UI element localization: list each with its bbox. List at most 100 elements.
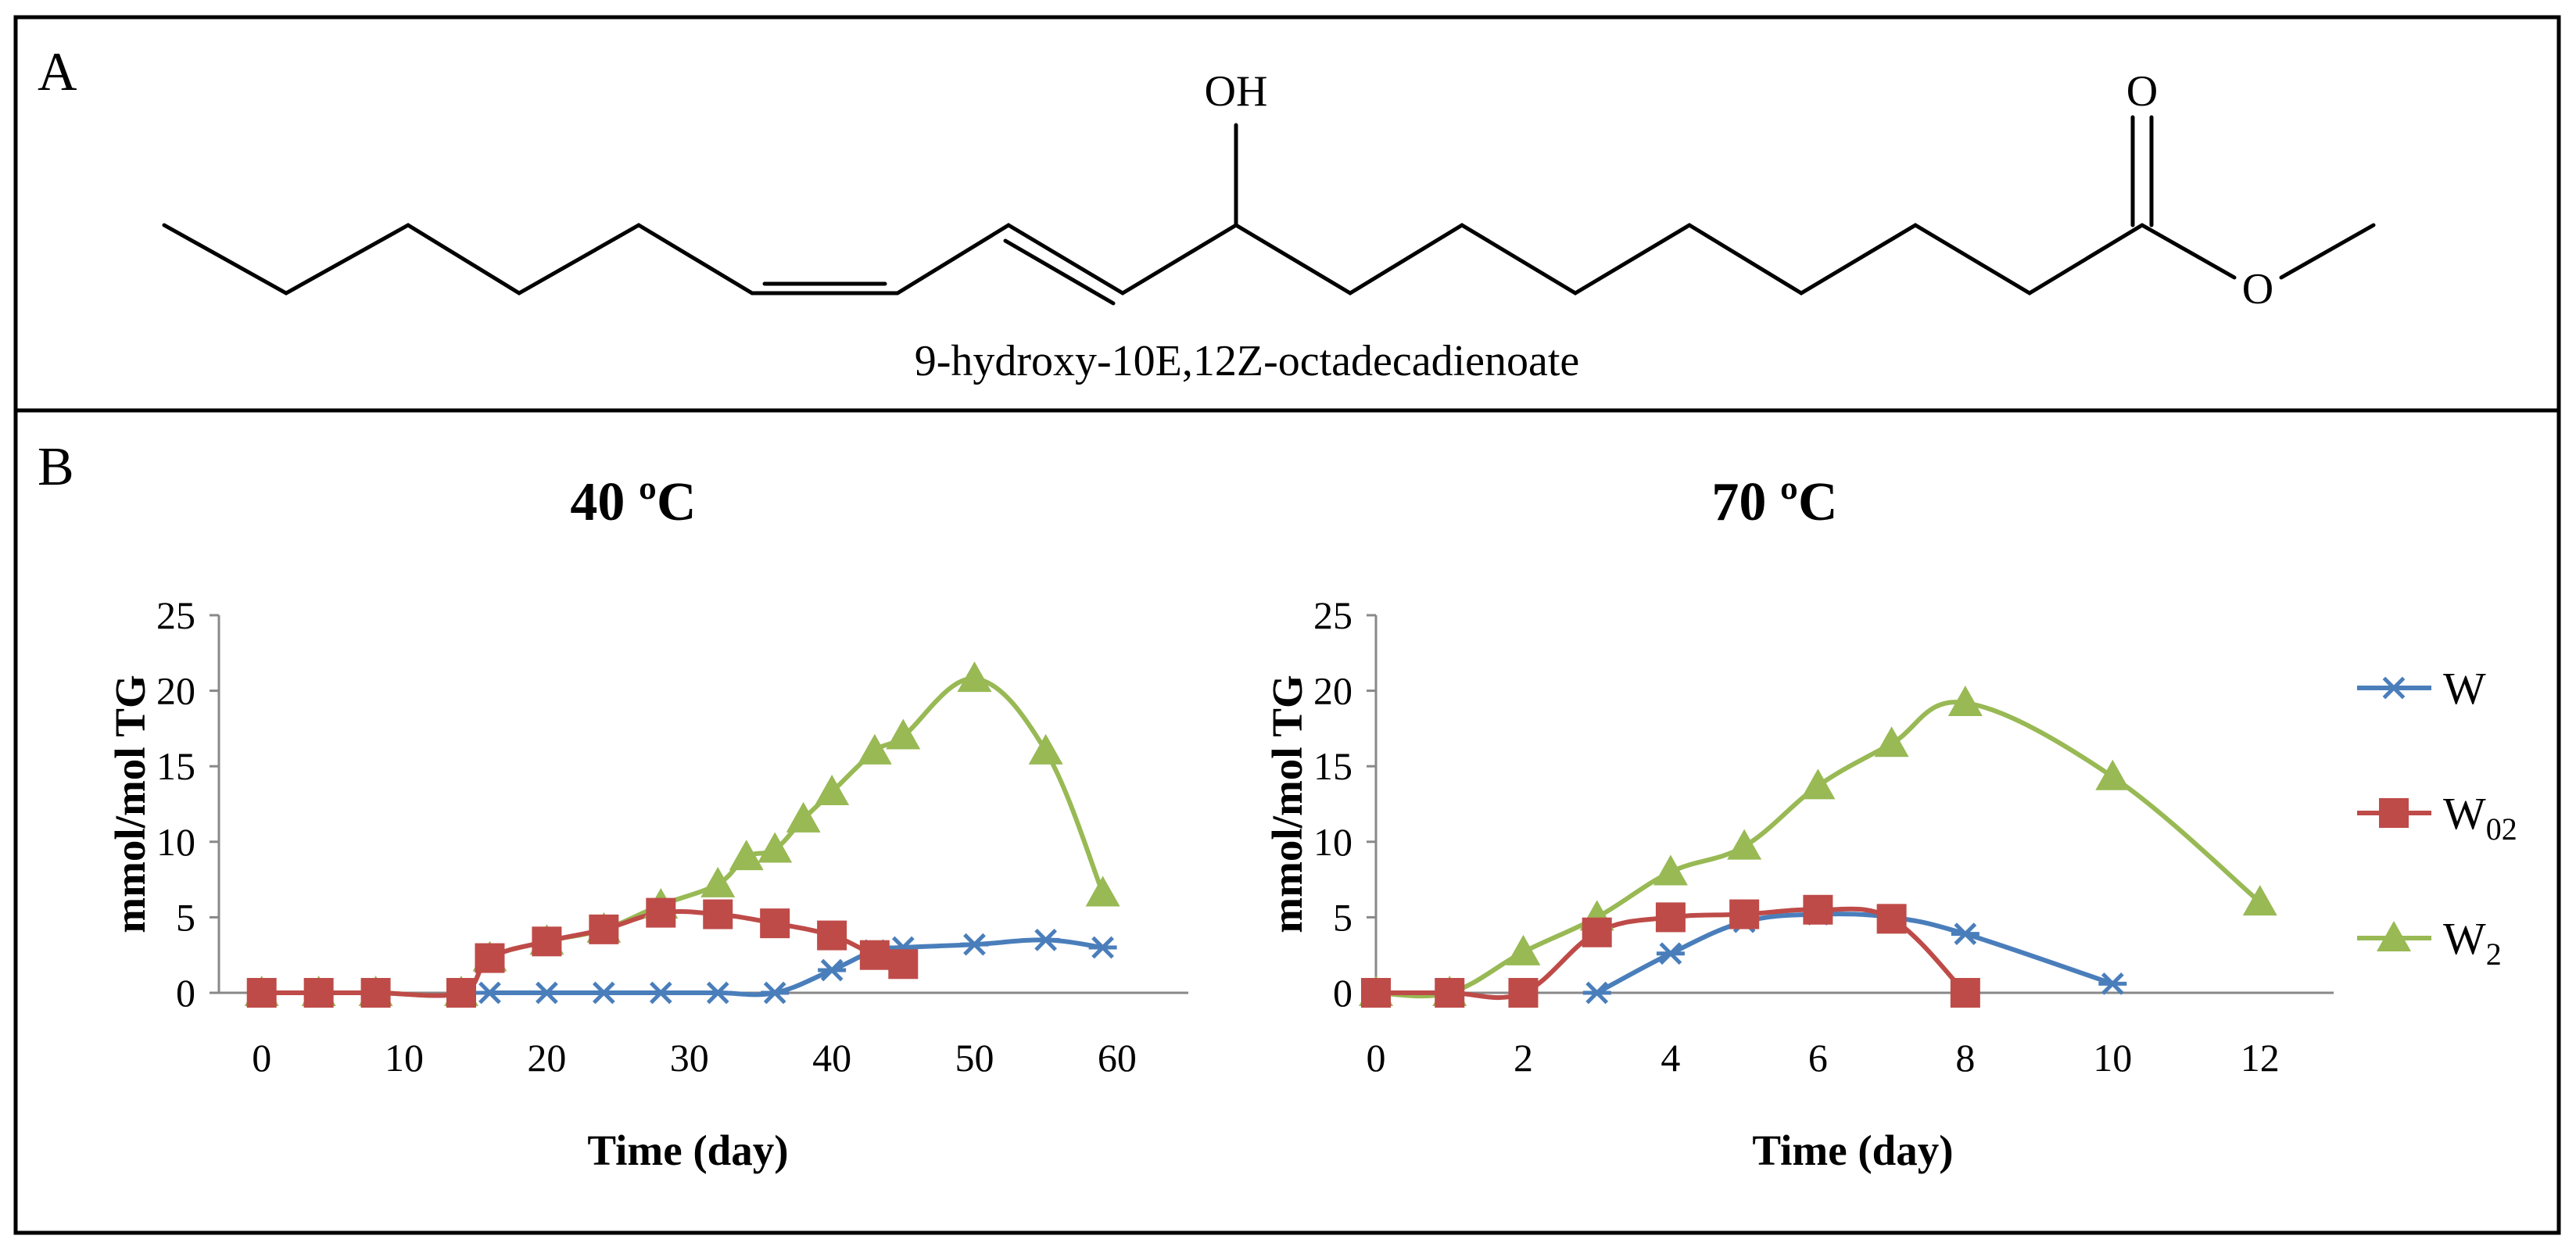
y-tick-label: 15 (156, 744, 195, 788)
y-tick-label: 0 (176, 971, 195, 1015)
data-point-w02 (1508, 978, 1539, 1008)
data-point-w (2098, 972, 2127, 995)
data-point-w (818, 958, 847, 982)
data-point-w02 (646, 897, 676, 928)
x-tick-label: 0 (1367, 1036, 1386, 1080)
y-tick-label: 25 (156, 593, 195, 637)
y-tick-label: 10 (156, 820, 195, 864)
data-point-w2 (2095, 759, 2130, 790)
y-axis-label: mmol/mol TG (1263, 675, 1311, 933)
legend-marker-w02 (2379, 798, 2409, 828)
y-tick-label: 25 (1313, 593, 1352, 637)
data-point-w (1656, 942, 1685, 965)
x-tick-label: 30 (670, 1036, 709, 1080)
data-point-w2 (886, 718, 921, 750)
x-tick-label: 12 (2241, 1036, 2280, 1080)
data-point-w (532, 981, 561, 1005)
legend-label-w02: W02 (2443, 788, 2517, 847)
legend-marker-w (2380, 676, 2408, 700)
x-tick-label: 10 (2093, 1036, 2132, 1080)
data-point-w2 (1800, 768, 1836, 800)
chemical-structure (162, 115, 2376, 306)
data-point-w02 (817, 920, 847, 951)
x-tick-label: 0 (252, 1036, 271, 1080)
x-tick-label: 6 (1808, 1036, 1828, 1080)
data-point-w02 (303, 978, 334, 1008)
data-point-w2 (957, 661, 992, 693)
data-point-w (475, 981, 504, 1005)
data-point-w2 (1947, 686, 1983, 717)
trans-double-bond (1003, 238, 1116, 306)
data-point-w02 (888, 949, 919, 980)
data-point-w2 (700, 866, 736, 897)
methyl-bond (2279, 223, 2376, 280)
chart-70c: 70 ºC 0 5 10 15 20 25 0 2 4 6 8 10 12 mmol/mol TG Time … (1263, 472, 2334, 1174)
data-point-w02 (360, 978, 391, 1008)
legend-label-w2: W2 (2443, 913, 2502, 972)
y-tick-label: 0 (1333, 971, 1352, 1015)
x-tick-label: 4 (1661, 1036, 1680, 1080)
x-tick-label: 40 (812, 1036, 851, 1080)
x-tick-label: 8 (1955, 1036, 1975, 1080)
y-tick-label: 20 (156, 669, 195, 713)
data-point-w (1088, 936, 1117, 959)
x-axis-label: Time (day) (587, 1126, 788, 1174)
series-line-w (489, 937, 1104, 997)
data-point-w02 (532, 926, 562, 957)
y-tick-label: 10 (1313, 820, 1352, 864)
data-point-w2 (1874, 726, 1909, 758)
ester-bond (2140, 223, 2237, 280)
y-tick-label: 5 (176, 895, 195, 939)
data-point-w2 (786, 801, 821, 833)
panel-b-letter: B (38, 437, 74, 497)
data-point-w02 (1950, 978, 1980, 1008)
compound-name: 9-hydroxy-10E,12Z-octadecadienoate (915, 337, 1580, 385)
y-tick-label: 15 (1313, 744, 1352, 788)
ester-o-label: O (2242, 265, 2273, 313)
data-point-w02 (1582, 917, 1612, 947)
panel-b-frame (13, 408, 2561, 1235)
legend-marker-w2 (2377, 921, 2411, 951)
data-point-w02 (1803, 894, 1833, 925)
data-point-w (1951, 922, 1979, 946)
chart-title: 70 ºC (1711, 472, 1837, 532)
data-point-w (960, 933, 989, 956)
data-point-w02 (859, 940, 890, 970)
data-point-w2 (815, 775, 850, 806)
chart-title: 40 ºC (570, 472, 696, 532)
y-axis-label: mmol/mol TG (106, 675, 154, 933)
data-point-w (589, 981, 618, 1005)
oh-label: OH (1205, 67, 1268, 116)
data-point-w (1582, 981, 1611, 1005)
data-point-w02 (1655, 902, 1686, 933)
data-point-w02 (446, 978, 476, 1008)
data-point-w2 (1727, 829, 1762, 860)
chart-40c: 40 ºC 0 5 10 15 20 25 0 10 20 30 40 50 60 mmol/mol TG T… (106, 472, 1188, 1174)
data-point-w2 (1653, 854, 1688, 886)
data-point-w2 (729, 840, 764, 871)
y-tick-label: 20 (1313, 669, 1352, 713)
x-tick-label: 10 (385, 1036, 424, 1080)
data-point-w02 (475, 943, 505, 973)
carbonyl-o-label: O (2126, 67, 2158, 116)
data-point-w02 (703, 899, 733, 929)
data-point-w02 (1435, 978, 1465, 1008)
x-tick-label: 50 (955, 1036, 994, 1080)
series-line-w2 (1375, 700, 2262, 999)
data-point-w (761, 981, 790, 1005)
data-point-w02 (246, 978, 277, 1008)
data-point-w02 (589, 914, 619, 944)
data-point-w2 (857, 733, 892, 765)
data-point-w (704, 981, 733, 1005)
data-point-w (1031, 929, 1060, 951)
legend-label-w: W (2443, 663, 2486, 714)
x-tick-label: 60 (1098, 1036, 1137, 1080)
x-tick-label: 2 (1514, 1036, 1533, 1080)
x-tick-label: 20 (527, 1036, 566, 1080)
data-point-w2 (1028, 733, 1063, 765)
data-point-w2 (1085, 876, 1120, 907)
carbon-chain-left (162, 223, 2144, 295)
data-point-w02 (760, 908, 790, 939)
data-point-w02 (1876, 904, 1907, 934)
